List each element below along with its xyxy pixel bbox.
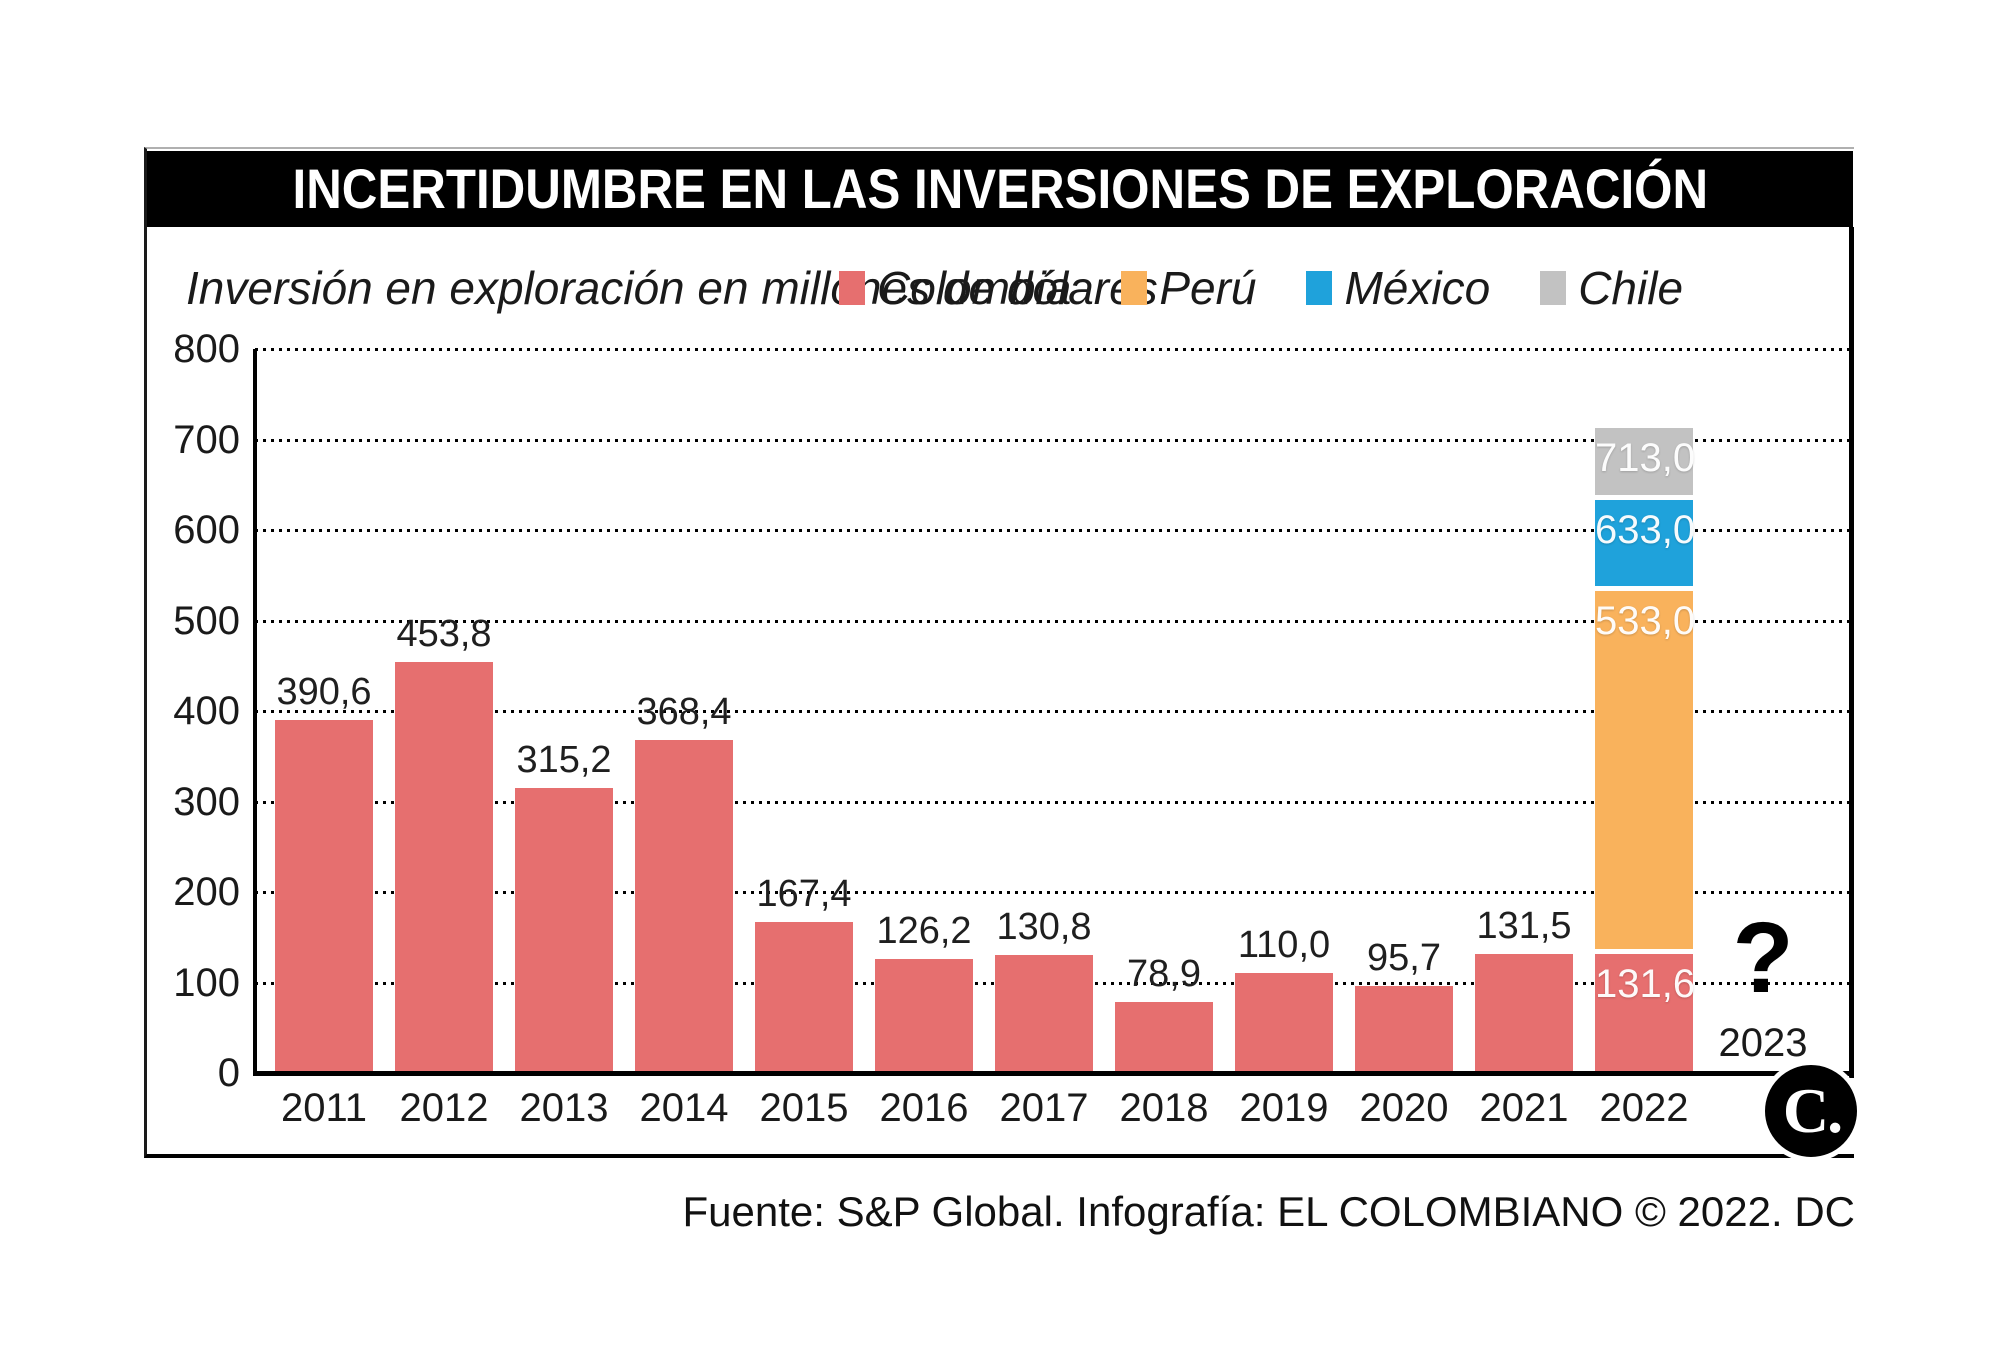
x-label-2017: 2017	[999, 1086, 1089, 1130]
x-label-2022: 2022	[1599, 1086, 1689, 1130]
logo-c-glyph: C.	[1782, 1075, 1843, 1146]
legend-swatch-mexico	[1306, 271, 1333, 305]
bar-2014	[635, 739, 733, 1073]
bar-value-2016: 126,2	[876, 909, 972, 952]
bar-value-2014: 368,4	[636, 690, 732, 733]
bar-value-2012: 453,8	[396, 613, 492, 656]
legend-label-colombia: Colombia	[877, 262, 1072, 314]
x-label-2015: 2015	[759, 1086, 849, 1130]
bar-2011	[275, 719, 373, 1073]
legend-swatch-peru	[1121, 271, 1148, 305]
chart-subtitle: Inversión en exploración en millones de …	[186, 262, 1158, 314]
y-axis-line	[253, 349, 257, 1075]
legend: Colombia Perú México Chile	[839, 262, 1683, 314]
gridline-600	[255, 529, 1853, 532]
segment-colombia-2022: 131,6	[1595, 953, 1696, 1073]
source-credit: Fuente: S&P Global. Infografía: EL COLOM…	[682, 1188, 1856, 1235]
x-label-2018: 2018	[1119, 1086, 1209, 1130]
x-label-2023: 2023	[1718, 1021, 1808, 1065]
bar-2015	[755, 921, 853, 1073]
legend-label-peru: Perú	[1159, 262, 1257, 314]
x-label-2012: 2012	[399, 1086, 489, 1130]
gridline-200	[255, 891, 1853, 894]
legend-label-mexico: México	[1344, 262, 1491, 314]
segment-chile-2022: 713,0	[1595, 427, 1696, 501]
bar-value-2017: 130,8	[996, 905, 1092, 948]
bar-value-2013: 315,2	[516, 738, 612, 781]
bar-value-2011: 390,6	[276, 670, 372, 713]
y-tick-500: 500	[173, 598, 240, 643]
y-tick-200: 200	[173, 870, 240, 914]
question-mark-2023: ?	[1732, 902, 1794, 1014]
legend-swatch-colombia	[839, 271, 865, 305]
bar-value-2015: 167,4	[756, 872, 852, 915]
x-axis-baseline	[253, 1071, 1854, 1076]
bar-2012	[395, 662, 493, 1073]
gridline-700	[255, 438, 1853, 442]
bar-2013	[515, 787, 613, 1073]
x-label-2016: 2016	[879, 1086, 969, 1130]
y-tick-400: 400	[173, 689, 240, 733]
title-banner: INCERTIDUMBRE EN LAS INVERSIONES DE EXPL…	[147, 151, 1853, 227]
x-label-2019: 2019	[1239, 1086, 1329, 1130]
segment-value-peru-2022: 533,0	[1595, 598, 1696, 643]
segment-mexico-2022: 633,0	[1595, 500, 1696, 591]
y-tick-600: 600	[173, 508, 240, 552]
y-tick-300: 300	[173, 779, 240, 824]
gridline-500	[255, 619, 1853, 623]
gridline-800	[255, 348, 1853, 351]
plot-right-border	[1849, 227, 1854, 1078]
legend-item-peru: Perú	[1121, 261, 1256, 315]
gridline-400	[255, 710, 1853, 713]
bar-value-2018: 78,9	[1127, 952, 1201, 995]
el-colombiano-logo: C.	[1760, 1060, 1862, 1162]
legend-item-colombia: Colombia	[839, 261, 1071, 315]
legend-item-mexico: México	[1306, 261, 1490, 315]
bar-2020	[1355, 986, 1453, 1073]
legend-swatch-chile	[1540, 271, 1567, 305]
bar-value-2021: 131,5	[1476, 904, 1572, 947]
segment-value-chile-2022: 713,0	[1595, 435, 1696, 480]
y-tick-800: 800	[173, 327, 240, 371]
gridline-300	[255, 800, 1853, 804]
x-label-2011: 2011	[280, 1086, 367, 1130]
segment-value-mexico-2022: 633,0	[1595, 508, 1696, 553]
bar-2017	[995, 954, 1093, 1073]
bar-2016	[875, 958, 973, 1073]
bar-2018	[1115, 1001, 1213, 1073]
page-title: INCERTIDUMBRE EN LAS INVERSIONES DE EXPL…	[292, 157, 1708, 220]
y-tick-100: 100	[173, 960, 240, 1005]
segment-peru-2022: 533,0	[1595, 590, 1696, 954]
y-tick-700: 700	[173, 417, 240, 462]
legend-label-chile: Chile	[1578, 262, 1684, 314]
bar-2019	[1235, 973, 1333, 1073]
y-tick-0: 0	[217, 1051, 240, 1095]
bar-value-2020: 95,7	[1367, 937, 1441, 980]
segment-value-colombia-2022: 131,6	[1595, 961, 1696, 1006]
x-label-2014: 2014	[639, 1086, 729, 1130]
x-label-2021: 2021	[1479, 1086, 1569, 1130]
x-label-2013: 2013	[519, 1086, 609, 1130]
bar-2021	[1475, 953, 1573, 1073]
bar-value-2019: 110,0	[1237, 924, 1331, 967]
legend-item-chile: Chile	[1540, 261, 1683, 315]
x-label-2020: 2020	[1359, 1086, 1449, 1130]
